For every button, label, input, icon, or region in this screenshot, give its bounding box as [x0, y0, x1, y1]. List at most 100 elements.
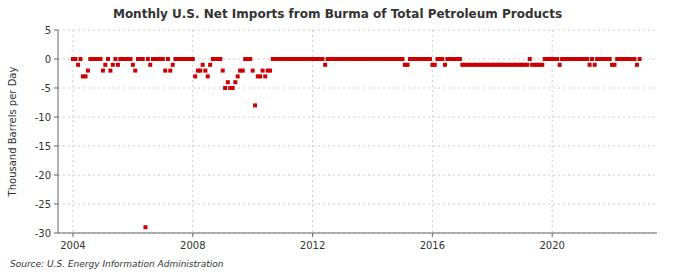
point — [638, 57, 642, 61]
y-tick-label: 5 — [45, 25, 51, 36]
y-tick-label: -25 — [35, 199, 51, 210]
point — [201, 63, 205, 67]
point — [223, 86, 227, 90]
point — [233, 80, 237, 84]
y-tick — [54, 88, 58, 89]
point — [148, 63, 152, 67]
point — [251, 69, 255, 73]
point — [206, 74, 210, 78]
point — [191, 57, 195, 61]
point — [248, 57, 252, 61]
x-tick — [312, 233, 313, 237]
point — [86, 69, 90, 73]
point — [635, 63, 639, 67]
point — [146, 57, 150, 61]
grid-line-y — [58, 175, 657, 176]
point — [585, 57, 589, 61]
x-tick-label: 2020 — [539, 240, 564, 251]
x-tick-label: 2004 — [60, 240, 85, 251]
point — [263, 74, 267, 78]
point — [99, 57, 103, 61]
y-tick-label: -20 — [35, 170, 51, 181]
y-tick — [54, 59, 58, 60]
point — [633, 57, 637, 61]
grid-line-x — [432, 30, 433, 233]
x-tick — [432, 233, 433, 237]
point — [171, 63, 175, 67]
point — [208, 63, 212, 67]
point — [528, 57, 532, 61]
grid-line-y — [58, 88, 657, 89]
point — [73, 57, 77, 61]
point — [198, 69, 202, 73]
y-tick — [54, 204, 58, 205]
point — [612, 63, 616, 67]
point — [320, 57, 324, 61]
y-tick-label: -30 — [35, 228, 51, 239]
point — [236, 74, 240, 78]
point — [555, 57, 559, 61]
grid-line-y — [58, 30, 657, 31]
point — [400, 57, 404, 61]
point — [111, 63, 115, 67]
point — [116, 63, 120, 67]
point — [133, 69, 137, 73]
point — [203, 69, 207, 73]
point — [440, 57, 444, 61]
point — [593, 63, 597, 67]
point — [323, 63, 327, 67]
x-tick-label: 2016 — [420, 240, 445, 251]
point — [428, 57, 432, 61]
x-tick — [72, 233, 73, 237]
point — [261, 69, 265, 73]
point — [221, 69, 225, 73]
point — [458, 57, 462, 61]
point — [166, 57, 170, 61]
point — [590, 57, 594, 61]
point — [128, 57, 132, 61]
point — [76, 63, 80, 67]
point — [131, 63, 135, 67]
point — [168, 69, 172, 73]
y-tick-label: -10 — [35, 112, 51, 123]
y-tick — [54, 117, 58, 118]
point — [406, 63, 410, 67]
grid-line-y — [58, 117, 657, 118]
y-tick-label: 0 — [45, 54, 51, 65]
y-tick — [54, 233, 58, 234]
x-tick — [552, 233, 553, 237]
point — [540, 63, 544, 67]
point — [78, 57, 82, 61]
x-tick-label: 2008 — [180, 240, 205, 251]
grid — [58, 30, 657, 233]
y-axis-label: Thousand Barrels per Day — [7, 67, 18, 198]
grid-line-y — [58, 204, 657, 205]
title: Monthly U.S. Net Imports from Burma of T… — [113, 7, 562, 21]
point — [141, 57, 145, 61]
y-tick-label: -5 — [41, 83, 51, 94]
point — [101, 69, 105, 73]
point — [253, 103, 257, 107]
point — [443, 63, 447, 67]
y-axis-line — [58, 30, 59, 233]
y-tick — [54, 175, 58, 176]
point — [161, 57, 165, 61]
point — [226, 80, 230, 84]
x-tick-label: 2012 — [300, 240, 325, 251]
grid-line-y — [58, 146, 657, 147]
point — [258, 74, 262, 78]
y-tick — [54, 30, 58, 31]
point — [143, 225, 147, 229]
x-tick — [192, 233, 193, 237]
point — [558, 63, 562, 67]
point — [241, 69, 245, 73]
y-tick — [54, 146, 58, 147]
point — [108, 69, 112, 73]
point — [84, 74, 88, 78]
y-tick-label: -15 — [35, 141, 51, 152]
point — [163, 69, 167, 73]
point — [218, 57, 222, 61]
x-axis: 2004 2008 2012 2016 2020 — [60, 233, 565, 251]
grid-line-y — [58, 233, 657, 234]
point — [231, 86, 235, 90]
